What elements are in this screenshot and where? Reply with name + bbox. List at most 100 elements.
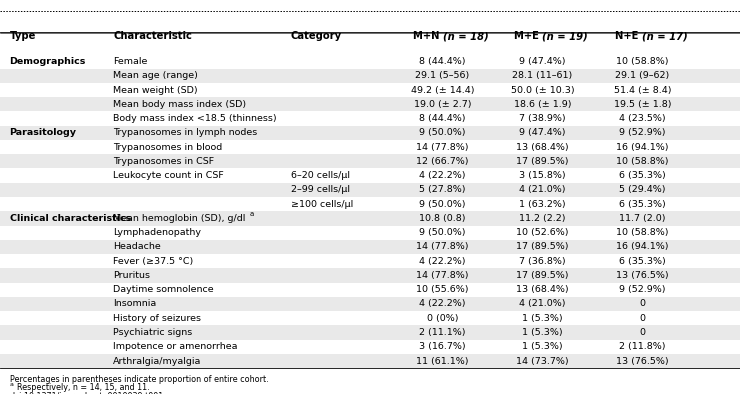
- Bar: [0, 268, 740, 282]
- Text: 4 (22.2%): 4 (22.2%): [420, 256, 465, 266]
- Text: 29.1 (5–56): 29.1 (5–56): [415, 71, 470, 80]
- Text: Insomnia: Insomnia: [113, 299, 156, 309]
- Text: 3 (15.8%): 3 (15.8%): [519, 171, 566, 180]
- Text: Daytime somnolence: Daytime somnolence: [113, 285, 214, 294]
- Text: 17 (89.5%): 17 (89.5%): [517, 271, 568, 280]
- Text: 49.2 (± 14.4): 49.2 (± 14.4): [411, 85, 474, 95]
- Text: M+N: M+N: [412, 31, 443, 41]
- Text: (n = 18): (n = 18): [443, 31, 488, 41]
- Text: 10 (55.6%): 10 (55.6%): [417, 285, 468, 294]
- Text: 7 (38.9%): 7 (38.9%): [519, 114, 566, 123]
- Bar: [0, 126, 740, 140]
- Text: Mean hemoglobin (SD), g/dl: Mean hemoglobin (SD), g/dl: [113, 214, 246, 223]
- Text: 10.8 (0.8): 10.8 (0.8): [420, 214, 465, 223]
- Text: 4 (22.2%): 4 (22.2%): [420, 171, 465, 180]
- Text: 51.4 (± 8.4): 51.4 (± 8.4): [613, 85, 671, 95]
- Text: 2–99 cells/µl: 2–99 cells/µl: [291, 185, 350, 194]
- Text: Impotence or amenorrhea: Impotence or amenorrhea: [113, 342, 238, 351]
- Text: 3 (16.7%): 3 (16.7%): [419, 342, 466, 351]
- Text: 2 (11.8%): 2 (11.8%): [619, 342, 665, 351]
- Text: 16 (94.1%): 16 (94.1%): [616, 143, 668, 152]
- Bar: [0, 325, 740, 340]
- Text: 10 (58.8%): 10 (58.8%): [616, 228, 668, 237]
- Text: 6 (35.3%): 6 (35.3%): [619, 256, 666, 266]
- Text: a: a: [250, 212, 255, 217]
- Text: 9 (47.4%): 9 (47.4%): [519, 128, 565, 138]
- Text: Type: Type: [10, 31, 36, 41]
- Text: 18.6 (± 1.9): 18.6 (± 1.9): [514, 100, 571, 109]
- Text: 0: 0: [639, 328, 645, 337]
- Text: a: a: [10, 382, 13, 387]
- Text: Trypanosomes in lymph nodes: Trypanosomes in lymph nodes: [113, 128, 258, 138]
- Text: 6 (35.3%): 6 (35.3%): [619, 200, 666, 209]
- Text: 7 (36.8%): 7 (36.8%): [519, 256, 566, 266]
- Text: Headache: Headache: [113, 242, 161, 251]
- Text: 10 (58.8%): 10 (58.8%): [616, 157, 668, 166]
- Text: N+E: N+E: [616, 31, 642, 41]
- Text: M+E: M+E: [514, 31, 542, 41]
- Bar: [0, 183, 740, 197]
- Text: 9 (50.0%): 9 (50.0%): [420, 128, 465, 138]
- Text: 28.1 (11–61): 28.1 (11–61): [512, 71, 573, 80]
- Text: Mean weight (SD): Mean weight (SD): [113, 85, 198, 95]
- Text: Trypanosomes in blood: Trypanosomes in blood: [113, 143, 223, 152]
- Text: Pruritus: Pruritus: [113, 271, 150, 280]
- Text: 11.7 (2.0): 11.7 (2.0): [619, 214, 665, 223]
- Text: 10 (52.6%): 10 (52.6%): [517, 228, 568, 237]
- Text: 12 (66.7%): 12 (66.7%): [417, 157, 468, 166]
- Text: 13 (68.4%): 13 (68.4%): [516, 285, 569, 294]
- Text: 8 (44.4%): 8 (44.4%): [420, 114, 465, 123]
- Bar: [0, 97, 740, 112]
- Text: 2 (11.1%): 2 (11.1%): [420, 328, 465, 337]
- Text: 16 (94.1%): 16 (94.1%): [616, 242, 668, 251]
- Text: 14 (77.8%): 14 (77.8%): [417, 271, 468, 280]
- Text: 1 (5.3%): 1 (5.3%): [522, 328, 562, 337]
- Text: 5 (29.4%): 5 (29.4%): [619, 185, 665, 194]
- Text: Fever (≥37.5 °C): Fever (≥37.5 °C): [113, 256, 193, 266]
- Text: 9 (47.4%): 9 (47.4%): [519, 57, 565, 66]
- Text: (n = 17): (n = 17): [642, 31, 688, 41]
- Text: ≥100 cells/µl: ≥100 cells/µl: [291, 200, 353, 209]
- Bar: [0, 69, 740, 83]
- Text: Demographics: Demographics: [10, 57, 86, 66]
- Bar: [0, 354, 740, 368]
- Text: Characteristic: Characteristic: [113, 31, 192, 41]
- Text: Leukocyte count in CSF: Leukocyte count in CSF: [113, 171, 224, 180]
- Bar: [0, 211, 740, 225]
- Text: 6 (35.3%): 6 (35.3%): [619, 171, 666, 180]
- Text: 9 (52.9%): 9 (52.9%): [619, 285, 665, 294]
- Bar: [0, 240, 740, 254]
- Text: Body mass index <18.5 (thinness): Body mass index <18.5 (thinness): [113, 114, 277, 123]
- Text: 8 (44.4%): 8 (44.4%): [420, 57, 465, 66]
- Text: 13 (68.4%): 13 (68.4%): [516, 143, 569, 152]
- Text: doi:10.1371/journal.pctr.0010039.t001: doi:10.1371/journal.pctr.0010039.t001: [10, 392, 164, 394]
- Text: Mean body mass index (SD): Mean body mass index (SD): [113, 100, 246, 109]
- Bar: [0, 297, 740, 311]
- Text: 19.5 (± 1.8): 19.5 (± 1.8): [613, 100, 671, 109]
- Text: 5 (27.8%): 5 (27.8%): [420, 185, 465, 194]
- Text: 14 (77.8%): 14 (77.8%): [417, 242, 468, 251]
- Text: Clinical characteristics: Clinical characteristics: [10, 214, 131, 223]
- Text: Parasitology: Parasitology: [10, 128, 77, 138]
- Text: 9 (50.0%): 9 (50.0%): [420, 200, 465, 209]
- Text: 50.0 (± 10.3): 50.0 (± 10.3): [511, 85, 574, 95]
- Text: (n = 19): (n = 19): [542, 31, 588, 41]
- Text: 13 (76.5%): 13 (76.5%): [616, 357, 669, 366]
- Text: Female: Female: [113, 57, 147, 66]
- Text: 4 (21.0%): 4 (21.0%): [519, 185, 565, 194]
- Text: 1 (63.2%): 1 (63.2%): [519, 200, 566, 209]
- Text: 29.1 (9–62): 29.1 (9–62): [615, 71, 670, 80]
- Text: Arthralgia/myalgia: Arthralgia/myalgia: [113, 357, 201, 366]
- Bar: [0, 154, 740, 169]
- Text: 0: 0: [639, 299, 645, 309]
- Text: 4 (22.2%): 4 (22.2%): [420, 299, 465, 309]
- Text: Percentages in parentheses indicate proportion of entire cohort.: Percentages in parentheses indicate prop…: [10, 375, 268, 384]
- Text: 0 (0%): 0 (0%): [427, 314, 458, 323]
- Text: 17 (89.5%): 17 (89.5%): [517, 242, 568, 251]
- Text: Psychiatric signs: Psychiatric signs: [113, 328, 192, 337]
- Text: Category: Category: [291, 31, 342, 41]
- Text: 11.2 (2.2): 11.2 (2.2): [519, 214, 565, 223]
- Text: 19.0 (± 2.7): 19.0 (± 2.7): [414, 100, 471, 109]
- Text: 0: 0: [639, 314, 645, 323]
- Text: 4 (23.5%): 4 (23.5%): [619, 114, 666, 123]
